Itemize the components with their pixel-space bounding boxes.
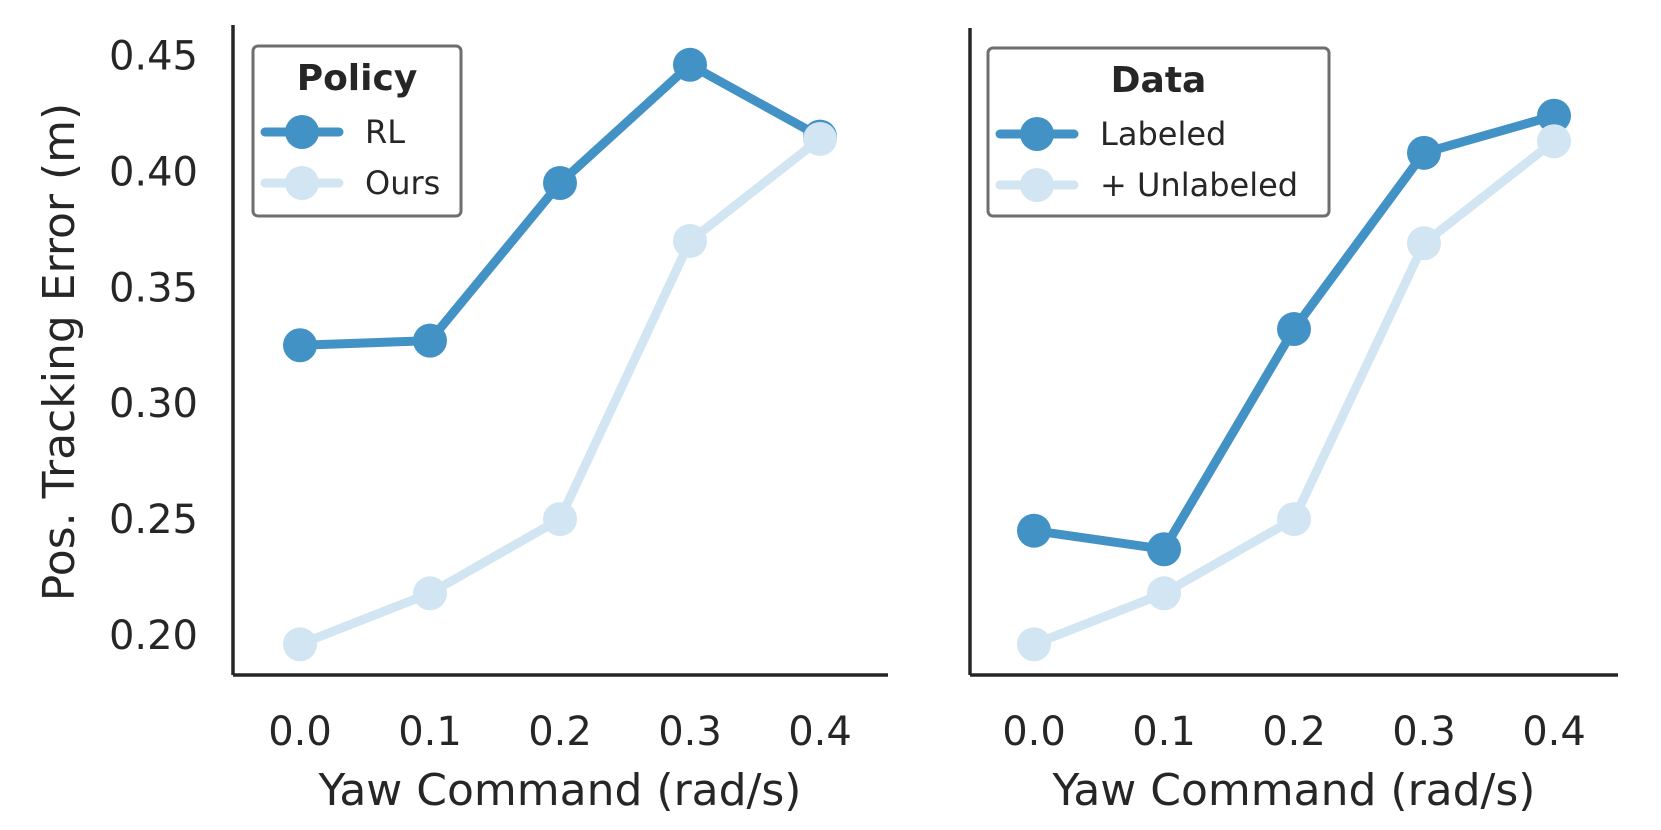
x-tick-label: 0.1 [398, 709, 462, 755]
left-panel-policy: 0.0 0.1 0.2 0.3 0.4 Yaw Command (rad/s) 0.20 0.… [34, 25, 888, 816]
y-tick-label: 0.35 [109, 265, 198, 311]
data-point [283, 328, 317, 362]
data-point [1277, 502, 1311, 536]
data-point [543, 166, 577, 200]
y-tick-label: 0.25 [109, 497, 198, 543]
data-point [1537, 124, 1571, 158]
y-tick-label: 0.20 [109, 613, 198, 659]
legend-marker-point [285, 115, 319, 149]
data-point [413, 324, 447, 358]
y-tick-label: 0.40 [109, 149, 198, 195]
x-axis-label: Yaw Command (rad/s) [318, 765, 802, 816]
data-point [1017, 627, 1051, 661]
x-tick-label: 0.3 [658, 709, 722, 755]
x-tick-label: 0.0 [1002, 709, 1066, 755]
data-point [673, 48, 707, 82]
legend-marker-point [1020, 117, 1054, 151]
legend-marker-point [285, 166, 319, 200]
legend: Policy RL Ours [253, 46, 461, 216]
data-point [413, 576, 447, 610]
y-axis-label: Pos. Tracking Error (m) [34, 103, 85, 601]
x-tick-label: 0.1 [1132, 709, 1196, 755]
legend-label: RL [365, 113, 405, 151]
x-axis-label: Yaw Command (rad/s) [1052, 765, 1536, 816]
y-tick-label: 0.45 [109, 34, 198, 80]
x-tick-label: 0.0 [268, 709, 332, 755]
legend-title: Data [1111, 60, 1207, 101]
data-point [673, 224, 707, 258]
right-panel-data: 0.0 0.1 0.2 0.3 0.4 Yaw Command (rad/s) Data La… [970, 28, 1618, 816]
data-point [283, 627, 317, 661]
data-point [543, 502, 577, 536]
figure: 0.0 0.1 0.2 0.3 0.4 Yaw Command (rad/s) 0.20 0.… [0, 0, 1661, 830]
legend-label: + Unlabeled [1100, 166, 1298, 204]
legend-title: Policy [297, 58, 418, 99]
legend-label: Labeled [1100, 115, 1226, 153]
legend-label: Ours [365, 164, 440, 202]
x-tick-label: 0.4 [788, 709, 852, 755]
x-tick-label: 0.3 [1392, 709, 1456, 755]
data-point [1277, 312, 1311, 346]
data-point [1147, 532, 1181, 566]
legend-marker-point [1020, 168, 1054, 202]
x-tick-label: 0.4 [1522, 709, 1586, 755]
data-point [803, 122, 837, 156]
data-point [1407, 136, 1441, 170]
data-point [1017, 514, 1051, 548]
data-point [1407, 226, 1441, 260]
data-point [1147, 576, 1181, 610]
legend: Data Labeled + Unlabeled [988, 48, 1329, 216]
x-tick-label: 0.2 [528, 709, 592, 755]
y-tick-label: 0.30 [109, 381, 198, 427]
x-tick-label: 0.2 [1262, 709, 1326, 755]
